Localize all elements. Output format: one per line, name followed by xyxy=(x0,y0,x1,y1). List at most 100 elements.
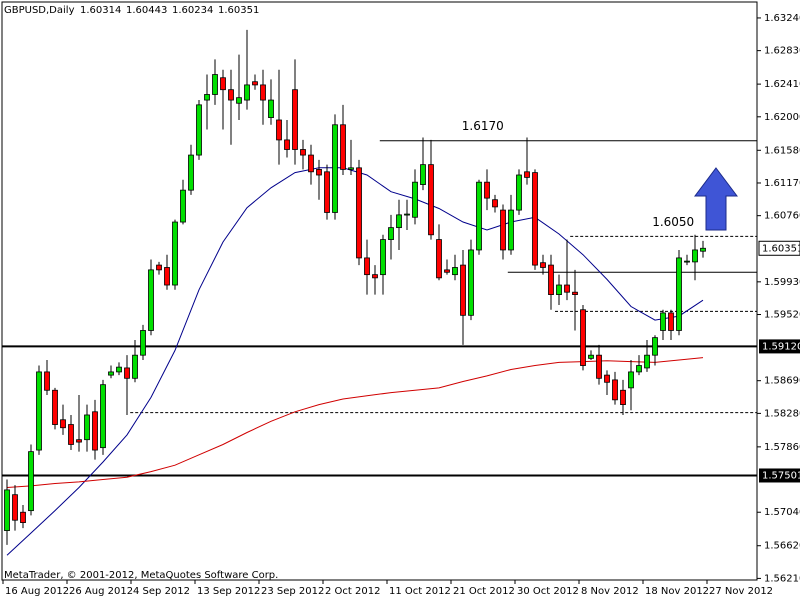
candle-body xyxy=(644,354,650,369)
candle-body xyxy=(52,389,58,425)
level-annotation: 1.6050 xyxy=(652,215,694,229)
candle-body xyxy=(188,154,194,191)
y-tick-label: 1.59520 xyxy=(764,310,800,321)
level-tag: 1.59120 xyxy=(762,341,800,352)
moving-averages xyxy=(6,167,704,556)
candle-body xyxy=(308,154,314,173)
candle-body xyxy=(100,384,106,449)
plot-frame xyxy=(1,1,758,581)
candle-body xyxy=(148,269,154,331)
candle-body xyxy=(404,213,410,216)
candle-body xyxy=(284,139,290,150)
candle-body xyxy=(604,374,610,383)
price-tag-box xyxy=(758,240,800,256)
candle-body xyxy=(236,97,242,104)
y-tick-label: 1.61170 xyxy=(764,178,800,189)
candle-body xyxy=(124,367,130,379)
candle-body xyxy=(572,291,578,295)
x-tick-label: 2 Oct 2012 xyxy=(325,586,380,597)
candle-body xyxy=(420,164,426,185)
candle-body xyxy=(348,167,354,170)
candle-body xyxy=(500,209,506,251)
y-tick-label: 1.58690 xyxy=(764,376,800,387)
candle-body xyxy=(92,411,98,451)
candle-body xyxy=(596,354,602,379)
price-tag: 1.60351 xyxy=(762,243,800,254)
candle-body xyxy=(684,260,690,263)
x-tick-label: 23 Sep 2012 xyxy=(261,586,324,597)
candle-body xyxy=(260,84,266,101)
candle-body xyxy=(180,189,186,223)
candle-body xyxy=(140,330,146,356)
levels: 1.6170 1.6050 xyxy=(2,119,757,477)
candle-body xyxy=(508,209,514,251)
y-tick-label: 1.58280 xyxy=(764,408,800,419)
candle-body xyxy=(612,379,618,401)
candle-body xyxy=(28,451,34,512)
candle-body xyxy=(444,269,450,273)
candle-body xyxy=(36,371,42,451)
candle-body xyxy=(364,257,370,276)
candle-body xyxy=(436,239,442,279)
candle-body xyxy=(372,274,378,279)
candle-body xyxy=(68,424,74,445)
candle-body xyxy=(492,199,498,208)
candle-body xyxy=(556,284,562,295)
candle-body xyxy=(484,181,490,199)
candle-body xyxy=(524,171,530,178)
candle-body xyxy=(700,247,706,252)
candles xyxy=(4,29,706,545)
y-tick-label: 1.56620 xyxy=(764,541,800,552)
candle-body xyxy=(276,119,282,141)
candle-body xyxy=(164,267,170,286)
candle-body xyxy=(476,181,482,251)
candle-body xyxy=(412,181,418,218)
candle-body xyxy=(628,371,634,389)
candle-body xyxy=(660,312,666,331)
candle-body xyxy=(116,366,122,373)
header-high: 1.60443 xyxy=(126,5,167,16)
x-tick-label: 11 Oct 2012 xyxy=(389,586,451,597)
candle-body xyxy=(300,149,306,156)
y-tick-label: 1.59930 xyxy=(764,277,800,288)
x-tick-label: 27 Nov 2012 xyxy=(709,586,773,597)
candle-body xyxy=(516,174,522,211)
y-tick-label: 1.62830 xyxy=(764,46,800,57)
moving-average xyxy=(6,357,704,488)
candle-body xyxy=(204,94,210,101)
y-tick-label: 1.62000 xyxy=(764,112,800,123)
candle-body xyxy=(340,124,346,170)
candle-body xyxy=(20,511,26,523)
x-tick-label: 21 Oct 2012 xyxy=(453,586,515,597)
y-tick-label: 1.57860 xyxy=(764,442,800,453)
candle-body xyxy=(396,214,402,229)
candle-body xyxy=(220,77,226,91)
y-tick-label: 1.63240 xyxy=(764,13,800,24)
y-tick-label: 1.62410 xyxy=(764,79,800,90)
candle-body xyxy=(428,164,434,236)
candle-body xyxy=(388,227,394,240)
candle-body xyxy=(268,99,274,119)
candle-body xyxy=(676,257,682,331)
moving-average xyxy=(6,167,704,556)
x-tick-label: 26 Aug 2012 xyxy=(69,586,133,597)
candle-body xyxy=(452,267,458,276)
candle-body xyxy=(60,419,66,429)
candle-body xyxy=(356,167,362,259)
candle-body xyxy=(636,365,642,373)
candle-body xyxy=(532,172,538,266)
level-tag-box xyxy=(759,339,800,354)
candle-body xyxy=(84,414,90,441)
candle-body xyxy=(156,264,162,271)
y-tick-label: 1.56210 xyxy=(764,573,800,584)
candle-body xyxy=(540,262,546,268)
candle-body xyxy=(244,84,250,101)
candle-body xyxy=(564,284,570,293)
axes: 1.63240 1.62830 1.62410 1.62000 1.61580 1.611… xyxy=(2,13,800,597)
candle-body xyxy=(380,239,386,276)
candle-body xyxy=(316,169,322,176)
x-tick-label: 18 Nov 2012 xyxy=(645,586,709,597)
candle-body xyxy=(196,104,202,156)
